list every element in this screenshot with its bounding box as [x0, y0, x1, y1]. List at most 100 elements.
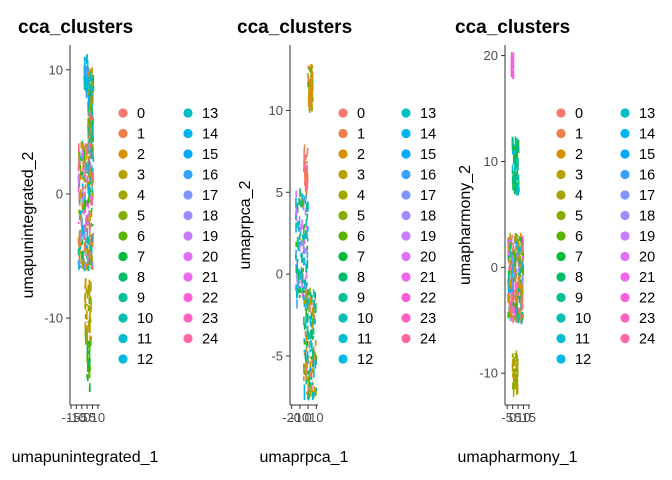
- point-cluster-14: [87, 219, 89, 227]
- point-cluster-8: [314, 304, 317, 313]
- point-cluster-7: [314, 292, 317, 299]
- point-cluster-24: [86, 245, 89, 254]
- point-cluster-6: [84, 199, 87, 207]
- point-cluster-5: [88, 291, 91, 295]
- legend-key-15: [183, 149, 193, 159]
- point-cluster-16: [301, 292, 304, 298]
- legend-key-24: [183, 333, 193, 344]
- point-cluster-5: [304, 299, 307, 302]
- legend-key-2: [556, 149, 566, 159]
- point-cluster-12: [305, 193, 308, 199]
- point-cluster-11: [520, 245, 522, 252]
- point-cluster-9: [312, 358, 315, 368]
- legend-key-6: [338, 231, 348, 241]
- point-cluster-13: [301, 193, 304, 197]
- legend-label-2: 2: [357, 147, 365, 163]
- point-cluster-19: [303, 163, 306, 167]
- legend-label-4: 4: [357, 188, 365, 204]
- point-cluster-23: [514, 316, 516, 321]
- point-cluster-5: [88, 373, 91, 378]
- point-cluster-14: [300, 239, 303, 247]
- point-cluster-4: [516, 360, 518, 363]
- point-cluster-10: [89, 72, 92, 82]
- legend-key-11: [338, 333, 348, 344]
- point-cluster-10: [512, 171, 515, 177]
- point-cluster-15: [511, 316, 513, 322]
- point-cluster-5: [513, 249, 516, 259]
- point-cluster-19: [91, 196, 94, 206]
- legend-label-19: 19: [202, 229, 218, 245]
- point-cluster-19: [307, 147, 309, 151]
- x-tick-label: 10: [309, 410, 323, 425]
- point-cluster-8: [298, 197, 300, 205]
- y-tick-label: -5: [271, 348, 283, 363]
- point-cluster-22: [90, 257, 93, 268]
- point-cluster-9: [91, 165, 93, 174]
- point-cluster-20: [519, 263, 521, 268]
- point-cluster-2: [90, 81, 93, 90]
- point-cluster-23: [520, 300, 523, 306]
- point-cluster-12: [80, 210, 83, 213]
- point-cluster-7: [297, 272, 300, 280]
- point-cluster-7: [81, 171, 83, 177]
- point-cluster-8: [517, 145, 520, 154]
- point-cluster-2: [510, 255, 513, 266]
- point-cluster-0: [78, 153, 80, 162]
- legend-key-23: [620, 313, 630, 323]
- point-cluster-4: [305, 332, 308, 339]
- point-cluster-7: [87, 363, 89, 373]
- point-cluster-9: [514, 261, 517, 269]
- point-cluster-9: [313, 292, 315, 297]
- legend-key-9: [556, 292, 566, 303]
- point-cluster-8: [517, 174, 520, 178]
- point-cluster-24: [80, 193, 83, 198]
- point-cluster-10: [91, 187, 93, 193]
- points: [294, 63, 317, 401]
- point-cluster-12: [305, 321, 307, 329]
- point-cluster-20: [521, 306, 524, 310]
- legend-label-24: 24: [639, 332, 655, 348]
- point-cluster-15: [81, 149, 84, 159]
- legend-label-8: 8: [357, 270, 365, 286]
- point-cluster-7: [512, 181, 514, 191]
- legend-label-0: 0: [357, 106, 365, 122]
- y-axis-title: umapunintegrated_2: [20, 152, 37, 299]
- point-cluster-10: [85, 55, 88, 63]
- point-cluster-1: [514, 232, 517, 241]
- point-cluster-11: [512, 154, 515, 164]
- point-cluster-9: [509, 242, 512, 252]
- point-cluster-9: [295, 255, 297, 261]
- point-cluster-9: [306, 300, 309, 308]
- legend-label-3: 3: [137, 168, 145, 184]
- point-cluster-19: [303, 151, 306, 160]
- x-tick-label: 5: [89, 410, 96, 425]
- point-cluster-3: [306, 360, 308, 369]
- point-cluster-2: [308, 85, 311, 92]
- y-tick-label: -10: [44, 311, 63, 326]
- point-cluster-11: [303, 349, 306, 353]
- point-cluster-8: [305, 203, 308, 212]
- point-cluster-16: [305, 225, 308, 229]
- point-cluster-12: [303, 338, 306, 342]
- point-cluster-13: [306, 282, 308, 287]
- point-cluster-6: [92, 180, 94, 184]
- x-tick-label: -5: [76, 410, 88, 425]
- legend-label-1: 1: [357, 127, 365, 143]
- point-cluster-9: [304, 195, 306, 202]
- point-cluster-2: [79, 174, 81, 181]
- point-cluster-10: [514, 164, 516, 168]
- point-cluster-1: [314, 297, 316, 301]
- point-cluster-12: [91, 89, 94, 99]
- y-axis-title: umaprpca_2: [237, 180, 254, 269]
- point-cluster-0: [509, 305, 511, 315]
- point-cluster-2: [514, 359, 517, 363]
- point-cluster-4: [84, 293, 86, 299]
- point-cluster-11: [82, 226, 84, 235]
- point-cluster-12: [81, 191, 84, 195]
- point-cluster-5: [512, 382, 514, 390]
- point-cluster-13: [297, 226, 300, 232]
- point-cluster-13: [295, 263, 298, 267]
- point-cluster-5: [516, 368, 519, 377]
- point-cluster-4: [89, 122, 91, 129]
